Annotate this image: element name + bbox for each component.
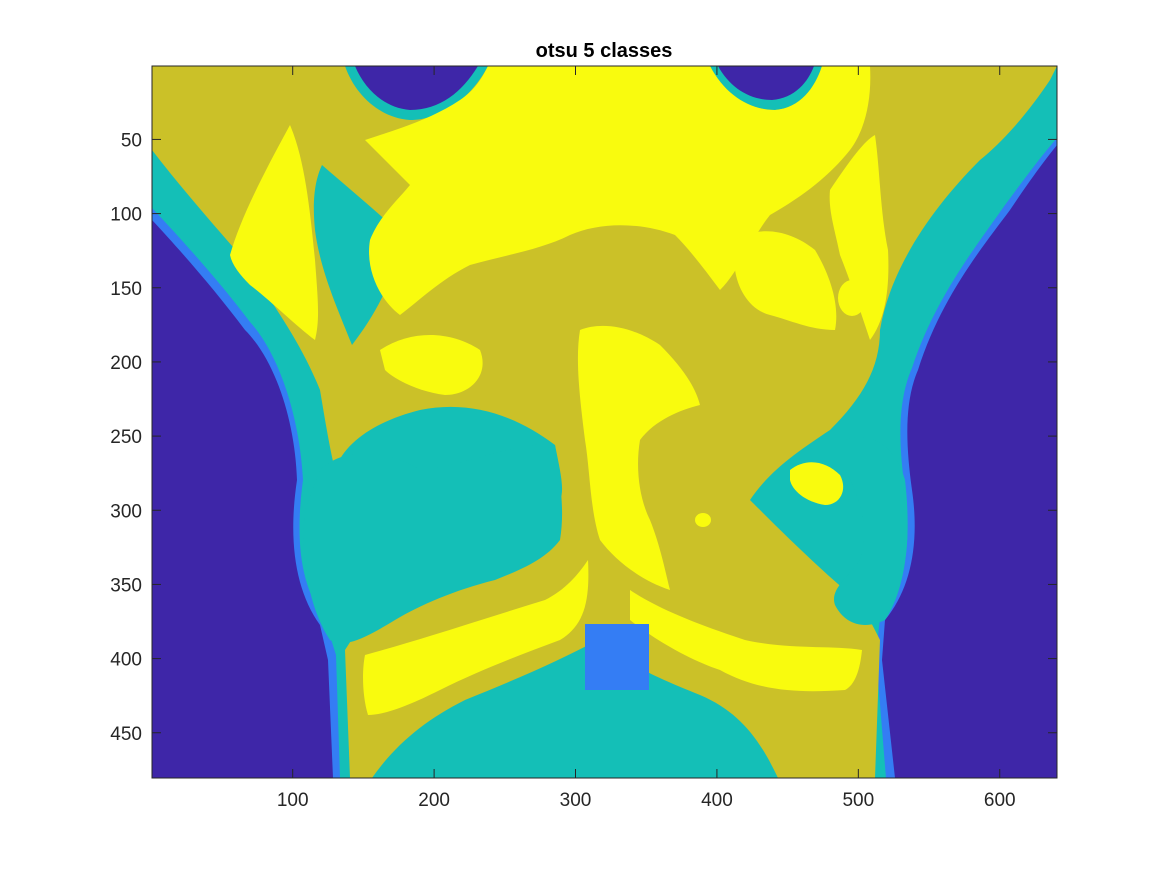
class-5-left-shoulder (230, 125, 319, 340)
y-tick-label: 350 (110, 575, 142, 596)
class-1-neck-left (355, 66, 478, 110)
x-axis-ticks: 100 200 300 400 500 600 (277, 66, 1016, 811)
y-tick-label: 200 (110, 353, 142, 374)
x-tick-label: 300 (560, 790, 592, 811)
x-tick-label: 600 (984, 790, 1016, 811)
y-tick-label: 400 (110, 650, 142, 671)
class-5-right-upper-spot (838, 280, 866, 316)
class-3-abdomen (372, 640, 778, 778)
axes-box (151, 65, 1058, 779)
class-5-right-lower-band (630, 590, 862, 692)
class-5-left-lower-band (363, 560, 589, 715)
class-3-left-shoulder-blob (313, 165, 402, 345)
y-axis-ticks: 50 100 150 200 250 300 350 400 450 (110, 130, 1057, 745)
class-5-small-spot (695, 513, 711, 527)
class-1-neck-right (718, 66, 814, 100)
x-tick-label: 500 (842, 790, 874, 811)
y-tick-label: 100 (110, 205, 142, 226)
y-tick-label: 250 (110, 427, 142, 448)
class-3-right-breast (834, 436, 908, 625)
y-tick-label: 450 (110, 724, 142, 745)
y-tick-label: 150 (110, 279, 142, 300)
segmentation-image (152, 66, 1057, 778)
x-tick-label: 400 (701, 790, 733, 811)
class-5-right-shoulder (829, 135, 889, 340)
x-tick-label: 100 (277, 790, 309, 811)
class-2-square-marker (585, 624, 649, 690)
class-5-left-midchest (380, 335, 483, 395)
x-tick-label: 200 (418, 790, 450, 811)
y-tick-label: 50 (121, 130, 142, 151)
class-5-right-chest (735, 231, 837, 330)
class-5-right-breast-spot (790, 462, 844, 505)
chart-title: otsu 5 classes (536, 40, 673, 62)
class-3-left-breast (303, 444, 563, 644)
class-5-sternum (577, 325, 700, 590)
y-tick-label: 300 (110, 501, 142, 522)
